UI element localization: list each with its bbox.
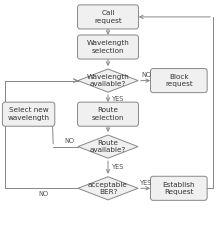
Text: Establish
Request: Establish Request: [163, 182, 195, 195]
Text: Select new
wavelength: Select new wavelength: [8, 107, 50, 121]
FancyBboxPatch shape: [151, 69, 207, 93]
Polygon shape: [78, 135, 138, 158]
Text: Call
request: Call request: [94, 10, 122, 24]
Text: YES: YES: [111, 96, 124, 102]
Text: Block
request: Block request: [165, 74, 193, 87]
Text: NO: NO: [141, 72, 152, 78]
Text: Route
available?: Route available?: [90, 140, 126, 153]
FancyBboxPatch shape: [2, 102, 55, 126]
FancyBboxPatch shape: [151, 176, 207, 200]
FancyBboxPatch shape: [78, 5, 138, 29]
Text: Route
selection: Route selection: [92, 107, 124, 121]
Text: NO: NO: [38, 191, 49, 197]
Polygon shape: [78, 177, 138, 200]
Text: YES: YES: [140, 179, 153, 185]
Text: acceptable
BER?: acceptable BER?: [88, 182, 128, 195]
Text: YES: YES: [111, 164, 124, 171]
Polygon shape: [78, 69, 138, 92]
FancyBboxPatch shape: [78, 102, 138, 126]
Text: Wavelength
available?: Wavelength available?: [87, 74, 129, 87]
FancyBboxPatch shape: [78, 35, 138, 59]
Text: NO: NO: [64, 138, 75, 144]
Text: Wavelength
selection: Wavelength selection: [87, 40, 129, 54]
